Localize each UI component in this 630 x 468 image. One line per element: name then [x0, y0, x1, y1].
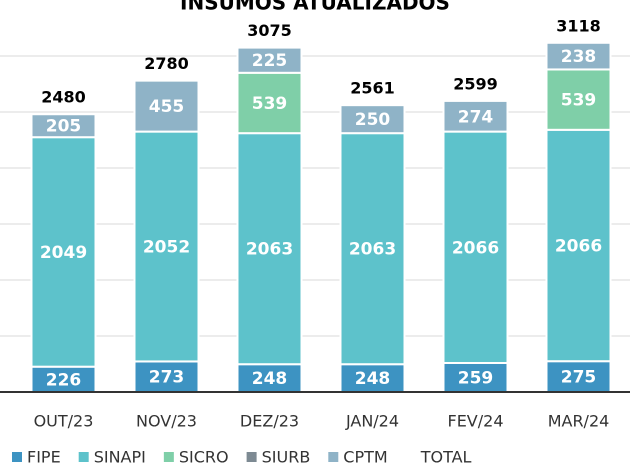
segment-label: 539: [252, 94, 288, 114]
total-label: 3118: [556, 16, 601, 35]
bar-segment: [442, 99, 509, 133]
segment-label: 2049: [40, 243, 87, 263]
segment-label: 259: [458, 368, 494, 388]
segment-label: 274: [458, 107, 494, 127]
x-tick-label: JAN/24: [345, 412, 399, 431]
total-label: 2561: [350, 79, 395, 98]
bar-segment: [30, 113, 97, 139]
segment-label: 238: [561, 47, 597, 67]
segment-label: 2066: [555, 237, 602, 257]
legend-label: CPTM: [343, 448, 387, 467]
chart-title: INSUMOS ATUALIZADOS: [180, 0, 450, 15]
segment-label: 273: [149, 368, 185, 388]
bar-segment: [30, 136, 97, 368]
legend-label: FIPE: [27, 448, 61, 467]
segment-label: 248: [355, 369, 391, 389]
legend-swatch: [12, 452, 22, 462]
x-tick-label: DEZ/23: [240, 412, 299, 431]
legend-label: SIURB: [262, 448, 311, 467]
legend-label: SICRO: [179, 448, 229, 467]
bar-segment: [339, 104, 406, 135]
total-label: 3075: [247, 21, 292, 40]
segment-label: 248: [252, 369, 288, 389]
x-tick-label: NOV/23: [136, 412, 197, 431]
bar-segment: [133, 130, 200, 363]
bar-segment: [545, 41, 612, 71]
bar-segment: [236, 46, 303, 74]
x-tick-label: MAR/24: [548, 412, 610, 431]
x-tick-label: FEV/24: [447, 412, 503, 431]
segment-label: 2066: [452, 238, 499, 258]
x-tick-label: OUT/23: [34, 412, 94, 431]
segment-label: 225: [252, 51, 288, 71]
bar-segment: [545, 128, 612, 363]
total-label: 2780: [144, 54, 189, 73]
segment-label: 226: [46, 370, 82, 390]
legend-swatch: [328, 452, 339, 462]
segment-label: 2063: [246, 240, 293, 260]
bar-segment: [236, 132, 303, 366]
bar-segment: [236, 363, 303, 393]
legend-label: SINAPI: [94, 448, 146, 467]
total-label: 2480: [41, 88, 86, 107]
total-label: 2599: [453, 74, 498, 93]
bar-segment: [339, 363, 406, 393]
bar-segment: [339, 132, 406, 366]
legend-swatch: [163, 452, 174, 462]
legend-label: TOTAL: [420, 448, 472, 467]
legend-swatch: [78, 452, 89, 462]
segment-label: 250: [355, 110, 391, 130]
segment-label: 2063: [349, 240, 396, 260]
bar-segment: [133, 79, 200, 133]
bar-segment: [236, 71, 303, 135]
segment-label: 455: [149, 97, 185, 117]
segment-label: 205: [46, 117, 82, 137]
segment-label: 539: [561, 91, 597, 111]
segment-label: 275: [561, 368, 597, 388]
legend-swatch: [246, 452, 257, 462]
segment-label: 2052: [143, 238, 190, 258]
